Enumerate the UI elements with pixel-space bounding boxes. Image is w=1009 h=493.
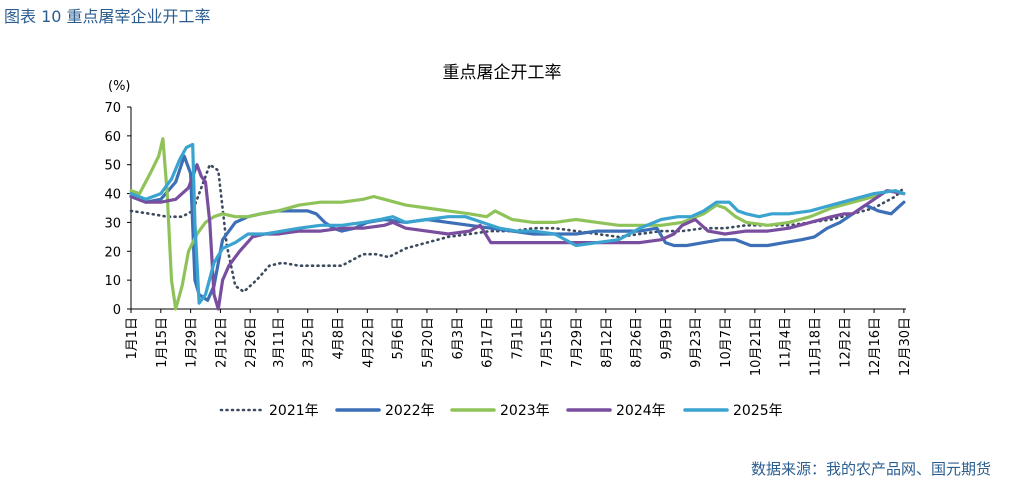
x-tick-label: 3月25日 xyxy=(302,317,317,368)
series-line-5 xyxy=(129,142,906,305)
x-tick-label: 12月30日 xyxy=(898,317,913,376)
x-tick-label: 5月20日 xyxy=(421,317,436,368)
x-tick-label: 7月29日 xyxy=(570,317,585,368)
x-tick-label: 8月12日 xyxy=(600,317,615,368)
x-tick-label: 11月18日 xyxy=(808,317,823,376)
x-tick-label: 1月1日 xyxy=(125,317,140,360)
legend-label-2: 2022年 xyxy=(385,403,435,419)
series-layer xyxy=(129,137,906,311)
x-tick-label: 10月7日 xyxy=(719,317,734,368)
x-tick-label: 7月15日 xyxy=(540,317,555,368)
x-tick-label: 4月8日 xyxy=(332,317,347,360)
y-tick-label: 40 xyxy=(104,188,121,203)
x-tick-label: 5月6日 xyxy=(391,317,406,360)
y-tick-label: 50 xyxy=(104,159,121,174)
x-tick-label: 1月15日 xyxy=(155,317,170,368)
x-tick-label: 2月12日 xyxy=(214,317,229,368)
axes: 0 10 20 30 40 50 60 70 1月1日 1月15日 1月29日 2月12日 2月26日 3… xyxy=(104,101,912,376)
x-tick-label: 3月11日 xyxy=(272,317,287,368)
x-tick-label: 7月1日 xyxy=(510,317,525,360)
chart-title: 重点屠企开工率 xyxy=(443,63,562,83)
legend-label-4: 2024年 xyxy=(616,403,666,419)
x-tick-label: 6月17日 xyxy=(481,317,496,368)
x-tick-label: 9月23日 xyxy=(689,317,704,368)
x-tick-label: 6月3日 xyxy=(451,317,466,360)
legend-label-3: 2023年 xyxy=(500,403,550,419)
x-tick-label: 1月29日 xyxy=(185,317,200,368)
x-tick-label: 12月2日 xyxy=(838,317,853,368)
series-line-3 xyxy=(129,137,906,311)
x-tick-label: 8月26日 xyxy=(630,317,645,368)
x-tick-label: 12月16日 xyxy=(868,317,883,376)
legend-label-1: 2021年 xyxy=(269,403,319,419)
x-tick-label: 11月4日 xyxy=(779,317,794,368)
x-tick-label: 9月9日 xyxy=(659,317,674,360)
x-tick-label: 4月22日 xyxy=(361,317,376,368)
source-note: 数据来源：我的农产品网、国元期货 xyxy=(750,460,991,478)
y-tick-label: 30 xyxy=(104,216,121,231)
x-tick-label: 2月26日 xyxy=(244,317,259,368)
figure-caption: 图表 10 重点屠宰企业开工率 xyxy=(4,7,211,26)
y-tick-label: 70 xyxy=(104,101,121,116)
x-tick-label: 10月21日 xyxy=(749,317,764,376)
y-tick-label: 60 xyxy=(104,130,121,145)
y-axis-unit: (%) xyxy=(108,79,131,94)
legend: 2021年 2022年 2023年 2024年 2025年 xyxy=(219,403,783,419)
series-line-4 xyxy=(129,163,906,311)
y-tick-label: 20 xyxy=(104,245,121,260)
y-tick-label: 0 xyxy=(113,303,121,318)
y-tick-label: 10 xyxy=(104,274,121,289)
legend-label-5: 2025年 xyxy=(733,403,783,419)
